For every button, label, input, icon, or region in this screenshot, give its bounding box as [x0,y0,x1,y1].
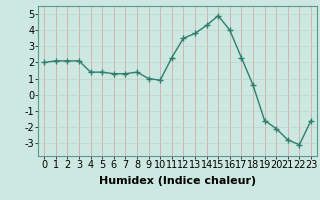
X-axis label: Humidex (Indice chaleur): Humidex (Indice chaleur) [99,176,256,186]
